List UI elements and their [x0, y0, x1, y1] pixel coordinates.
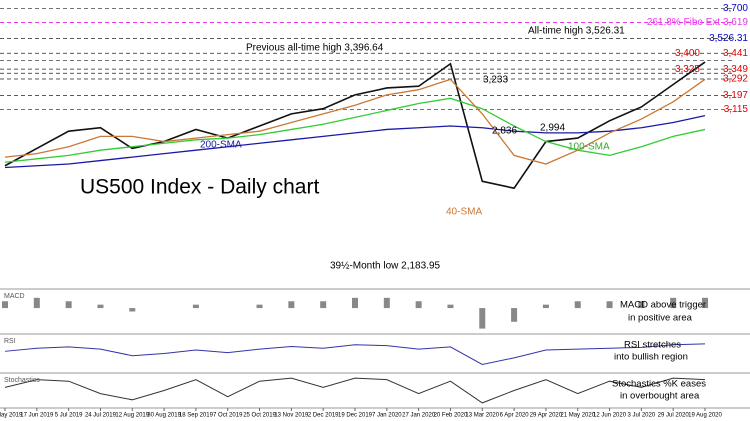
panel-note: into bullish region — [614, 352, 688, 363]
level-label: 3,292 — [723, 74, 748, 85]
x-tick-label: 7 Jan 2020 — [372, 413, 402, 419]
x-tick-label: 30 May 2019 — [0, 413, 23, 419]
x-tick-label: 3 Jul 2020 — [628, 413, 656, 419]
panel-note: in positive area — [628, 313, 693, 324]
macd-bar — [352, 297, 358, 309]
x-tick-label: 29 Jul 2020 — [658, 413, 690, 419]
x-tick-label: 13 Nov 2019 — [274, 413, 309, 419]
macd-bar — [606, 301, 613, 309]
annotation: 2,994 — [540, 123, 565, 134]
x-tick-label: 27 Jan 2020 — [402, 413, 436, 419]
macd-bar — [542, 304, 549, 309]
macd-bar — [288, 301, 295, 309]
chart-title: US500 Index - Daily chart — [80, 176, 319, 199]
x-tick-label: 12 Aug 2019 — [115, 413, 149, 419]
panel-note: MACD above trigger — [620, 300, 706, 311]
level-label: 3,526.31 — [709, 33, 748, 44]
level-label: 3,115 — [724, 104, 749, 115]
x-tick-label: 17 Jun 2019 — [20, 413, 54, 419]
annotation: 3,233 — [483, 75, 508, 86]
panel-name: RSI — [4, 338, 16, 345]
annotation: 39½-Month low 2,183.95 — [330, 261, 441, 272]
macd-bar — [670, 297, 677, 309]
x-tick-label: 19 Aug 2020 — [688, 413, 722, 419]
macd-bar — [511, 308, 518, 322]
x-tick-label: 30 Aug 2019 — [147, 413, 181, 419]
macd-bar — [479, 308, 486, 329]
x-tick-label: 20 Feb 2020 — [434, 413, 468, 419]
indicator-line — [4, 343, 706, 365]
fibo-label: 261.8% Fibo Ext 3,619 — [647, 17, 749, 28]
panel-note: in overbought area — [620, 391, 700, 402]
series-label: 40-SMA — [446, 207, 482, 218]
x-tick-label: 2 Dec 2019 — [308, 413, 339, 419]
level-label: 3,400 — [675, 48, 700, 59]
macd-bar — [383, 297, 390, 309]
series-line — [4, 97, 706, 163]
series-line — [4, 78, 706, 165]
series-line — [4, 114, 706, 169]
macd-bar — [192, 304, 199, 309]
macd-bar — [574, 301, 581, 309]
macd-bar — [65, 301, 72, 309]
annotation: All-time high 3,526.31 — [528, 26, 625, 37]
x-tick-label: 5 Jul 2019 — [55, 413, 83, 419]
x-tick-label: 13 Mar 2020 — [465, 413, 499, 419]
x-tick-label: 29 Apr 2020 — [530, 413, 563, 419]
x-tick-label: 25 Oct 2019 — [243, 413, 276, 419]
macd-bar — [447, 304, 454, 309]
macd-bar — [415, 301, 422, 309]
macd-bar — [33, 297, 40, 309]
x-tick-label: 24 Jul 2019 — [85, 413, 117, 419]
indicator-line — [4, 377, 706, 404]
level-label: 3,349 — [723, 64, 748, 75]
x-tick-label: 12 Jun 2020 — [593, 413, 627, 419]
macd-bar — [129, 308, 136, 312]
panel-name: MACD — [4, 293, 25, 300]
x-tick-label: 19 Dec 2019 — [338, 413, 373, 419]
level-label: 3,325 — [675, 64, 700, 75]
level-label: 3,197 — [723, 90, 748, 101]
x-tick-label: 6 Apr 2020 — [500, 413, 530, 419]
series-label: 200-SMA — [200, 140, 242, 151]
macd-bar — [638, 301, 645, 309]
panel-note: RSI stretches — [624, 340, 681, 351]
macd-bar — [702, 297, 708, 309]
x-tick-label: 7 Oct 2019 — [213, 413, 243, 419]
macd-bar — [320, 301, 327, 309]
macd-bar — [97, 304, 104, 309]
panel-name: Stochastics — [4, 377, 40, 384]
level-label: 3,441 — [723, 48, 748, 59]
annotation: 2,836 — [492, 126, 517, 137]
panel-note: Stochastics %K eases — [612, 379, 706, 390]
annotation: Previous all-time high 3,396.64 — [246, 43, 384, 54]
x-tick-label: 18 Sep 2019 — [179, 413, 214, 419]
x-tick-label: 21 May 2020 — [560, 413, 595, 419]
macd-bar — [256, 304, 263, 309]
macd-bar — [2, 301, 8, 309]
level-label: 3,700 — [723, 3, 748, 14]
series-label: 100-SMA — [568, 142, 610, 153]
